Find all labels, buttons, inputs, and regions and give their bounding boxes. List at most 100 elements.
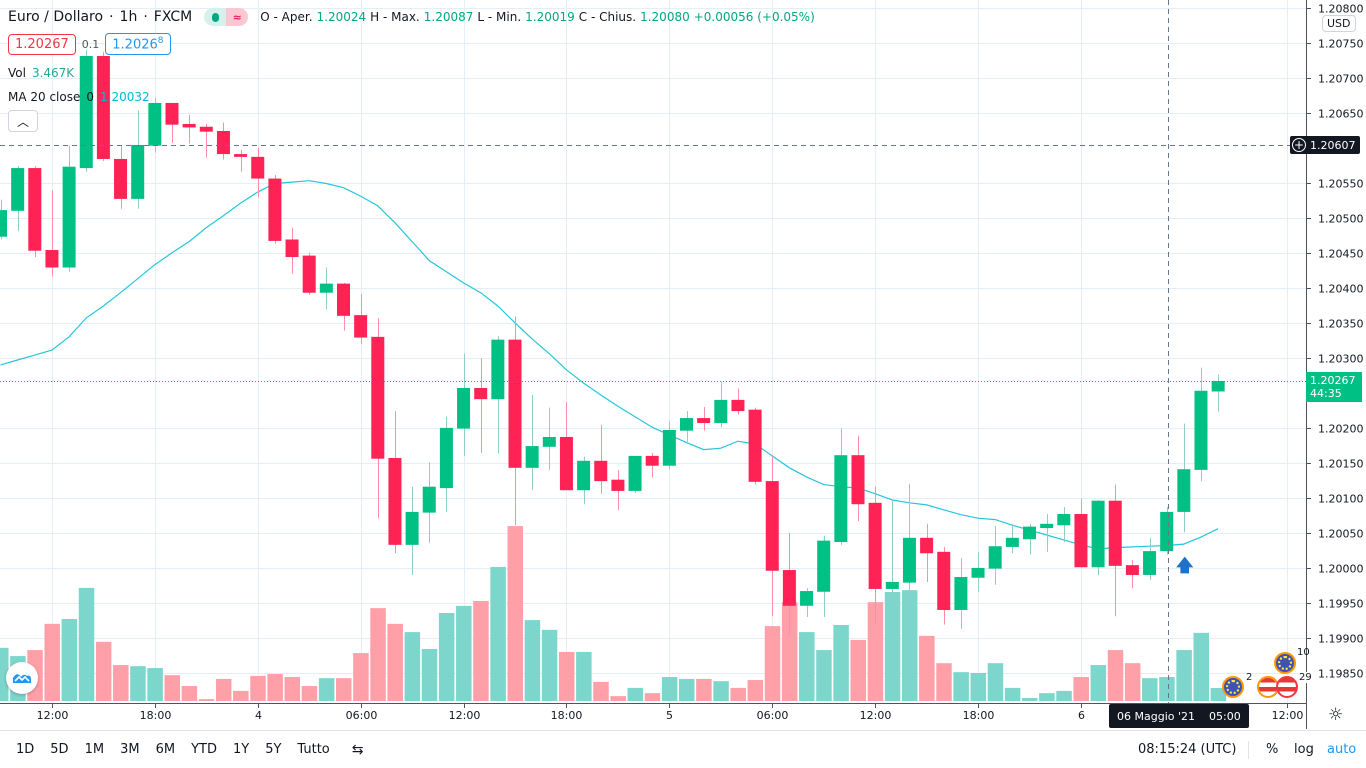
candle[interactable]: [405, 486, 419, 575]
range-5y[interactable]: 5Y: [265, 742, 282, 757]
candle[interactable]: [954, 558, 968, 629]
candle[interactable]: [1211, 374, 1225, 412]
candle[interactable]: [748, 407, 762, 485]
candle[interactable]: [1194, 367, 1208, 482]
candle[interactable]: [971, 551, 985, 592]
candle[interactable]: [525, 394, 539, 491]
collapse-legend-button[interactable]: ︿: [8, 110, 38, 132]
candle[interactable]: [1125, 560, 1139, 589]
tradingview-logo[interactable]: [6, 662, 38, 694]
candle[interactable]: [611, 469, 625, 510]
candle[interactable]: [662, 421, 676, 470]
candle[interactable]: [422, 462, 436, 543]
candle[interactable]: [114, 145, 128, 209]
chart-settings-icon[interactable]: ☼: [1328, 705, 1344, 725]
candle[interactable]: [697, 406, 711, 431]
candle[interactable]: [62, 145, 76, 272]
market-status-pill[interactable]: ≈: [204, 8, 249, 26]
plus-icon[interactable]: +: [1292, 138, 1306, 152]
buy-button[interactable]: 1.20268: [105, 33, 171, 56]
candle[interactable]: [474, 358, 488, 454]
candle[interactable]: [559, 401, 573, 491]
interval[interactable]: 1h: [119, 9, 138, 25]
range-all[interactable]: Tutto: [297, 742, 330, 757]
candle[interactable]: [1108, 484, 1122, 617]
candle[interactable]: [594, 425, 608, 494]
candle[interactable]: [1057, 507, 1071, 543]
candle[interactable]: [165, 102, 179, 143]
candle[interactable]: [542, 407, 556, 470]
candle[interactable]: [834, 428, 848, 545]
candle[interactable]: [234, 149, 248, 172]
percent-toggle[interactable]: %: [1266, 742, 1279, 757]
candle[interactable]: [851, 435, 865, 522]
candle[interactable]: [1143, 537, 1157, 580]
range-3m[interactable]: 3M: [120, 742, 140, 757]
candle[interactable]: [371, 317, 385, 519]
volume-legend[interactable]: Vol 3.467K: [8, 66, 74, 80]
range-6m[interactable]: 6M: [155, 742, 176, 757]
candle[interactable]: [251, 147, 265, 198]
candle[interactable]: [131, 110, 145, 209]
candle[interactable]: [937, 546, 951, 625]
candle[interactable]: [628, 455, 642, 494]
candle[interactable]: [439, 416, 453, 512]
candle[interactable]: [388, 411, 402, 554]
candle[interactable]: [902, 483, 916, 613]
candle[interactable]: [1091, 500, 1105, 575]
symbol-name[interactable]: Euro / Dollaro: [8, 9, 104, 25]
candle[interactable]: [508, 316, 522, 526]
candle[interactable]: [0, 199, 7, 240]
candle[interactable]: [1177, 423, 1191, 533]
candle[interactable]: [817, 535, 831, 617]
clock[interactable]: 08:15:24 (UTC): [1138, 742, 1237, 757]
candle[interactable]: [885, 500, 899, 606]
range-1y[interactable]: 1Y: [232, 742, 250, 757]
candle[interactable]: [1160, 507, 1174, 555]
candle[interactable]: [216, 122, 230, 160]
candle[interactable]: [45, 190, 59, 277]
range-ytd[interactable]: YTD: [191, 742, 217, 757]
candle[interactable]: [354, 294, 368, 344]
arrow-up-icon[interactable]: 🡅: [1176, 556, 1194, 576]
candle[interactable]: [182, 114, 196, 144]
price-chart[interactable]: 1.20800 1.20750 1.20700 1.20650 1.20550 1.205…: [0, 0, 1366, 730]
eu-flag-icon[interactable]: [1274, 652, 1296, 674]
date-range-icon[interactable]: ⇆: [351, 741, 364, 758]
candle[interactable]: [645, 453, 659, 478]
candle[interactable]: [28, 165, 42, 258]
candle[interactable]: [765, 455, 779, 617]
eu-flag-icon[interactable]: [1222, 676, 1244, 698]
range-1d[interactable]: 1D: [16, 742, 35, 757]
candle[interactable]: [1005, 523, 1019, 554]
candle[interactable]: [680, 411, 693, 442]
time-axis[interactable]: 12:00 18:00 4 06:00 12:00 18:00 5 06:00 12:00 18:…: [37, 703, 1304, 722]
candle[interactable]: [11, 165, 25, 232]
candle[interactable]: [285, 227, 299, 274]
currency-button[interactable]: USD: [1322, 15, 1356, 32]
candle[interactable]: [148, 98, 162, 153]
range-1m[interactable]: 1M: [84, 742, 105, 757]
candle[interactable]: [457, 353, 471, 456]
candle[interactable]: [79, 49, 93, 172]
range-5d[interactable]: 5D: [50, 742, 69, 757]
candle[interactable]: [988, 525, 1002, 585]
ma-legend[interactable]: MA 20 close 0 1.20032: [8, 90, 150, 104]
candle[interactable]: [268, 175, 282, 244]
candle[interactable]: [868, 486, 882, 625]
candle[interactable]: [731, 388, 745, 415]
auto-scale-toggle[interactable]: auto: [1327, 742, 1357, 757]
candle[interactable]: [920, 523, 934, 582]
candle[interactable]: [714, 381, 728, 428]
candle[interactable]: [199, 123, 213, 158]
candle[interactable]: [337, 282, 350, 331]
candle[interactable]: [96, 51, 110, 162]
sell-button[interactable]: 1.20267: [8, 33, 76, 55]
candle[interactable]: [302, 252, 316, 295]
candle[interactable]: [319, 267, 333, 310]
candle[interactable]: [1074, 498, 1088, 568]
candle[interactable]: [1023, 523, 1036, 555]
candle[interactable]: [782, 532, 796, 636]
us-flag-icon[interactable]: [1276, 676, 1298, 698]
price-axis[interactable]: 1.20800 1.20750 1.20700 1.20650 1.20550 1.205…: [1306, 3, 1364, 681]
